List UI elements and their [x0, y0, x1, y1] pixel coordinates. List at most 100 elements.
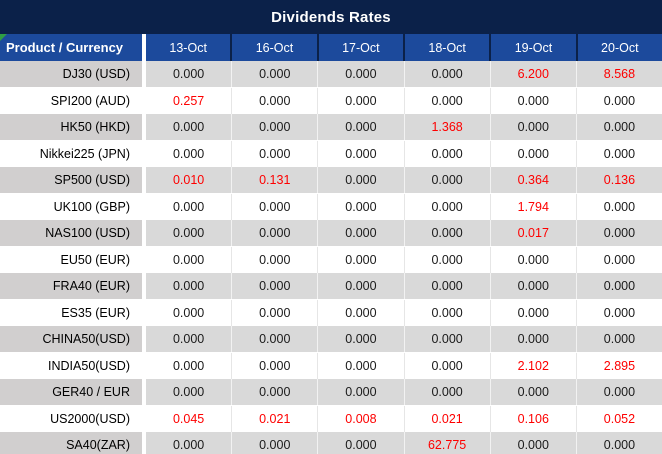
- value-cell[interactable]: 0.000: [403, 326, 490, 352]
- value-cell[interactable]: 0.000: [575, 432, 662, 454]
- product-cell[interactable]: CHINA50(USD): [0, 326, 146, 352]
- value-cell[interactable]: 0.000: [403, 141, 490, 167]
- value-cell[interactable]: 0.000: [317, 141, 403, 167]
- product-cell[interactable]: SA40(ZAR): [0, 432, 146, 454]
- value-cell[interactable]: 0.000: [489, 432, 576, 454]
- value-cell[interactable]: 0.000: [489, 379, 576, 405]
- value-cell[interactable]: 0.000: [489, 326, 576, 352]
- value-cell[interactable]: 0.000: [575, 88, 662, 114]
- value-cell[interactable]: 0.000: [489, 141, 576, 167]
- value-cell[interactable]: 2.895: [575, 353, 662, 379]
- value-cell[interactable]: 0.000: [575, 220, 662, 246]
- value-cell[interactable]: 0.000: [231, 300, 317, 326]
- value-cell[interactable]: 0.000: [146, 220, 232, 246]
- value-cell[interactable]: 0.000: [231, 247, 317, 273]
- value-cell[interactable]: 0.000: [575, 326, 662, 352]
- date-header-20-oct[interactable]: 20-Oct: [575, 34, 662, 61]
- product-cell[interactable]: EU50 (EUR): [0, 247, 146, 273]
- product-cell[interactable]: Nikkei225 (JPN): [0, 141, 146, 167]
- value-cell[interactable]: 0.000: [231, 326, 318, 352]
- value-cell[interactable]: 0.000: [403, 88, 490, 114]
- value-cell[interactable]: 0.000: [146, 273, 232, 299]
- product-cell[interactable]: INDIA50(USD): [0, 353, 146, 379]
- date-header-18-oct[interactable]: 18-Oct: [402, 34, 490, 61]
- value-cell[interactable]: 0.131: [231, 167, 318, 193]
- value-cell[interactable]: 0.000: [172, 200, 205, 214]
- value-cell[interactable]: 0.000: [317, 220, 404, 246]
- value-cell[interactable]: 0.000: [146, 114, 232, 140]
- value-cell[interactable]: 0.000: [575, 273, 662, 299]
- value-cell[interactable]: 0.000: [231, 379, 318, 405]
- product-cell[interactable]: HK50 (HKD): [0, 114, 146, 140]
- value-cell[interactable]: 0.000: [317, 326, 404, 352]
- value-cell[interactable]: 0.106: [489, 406, 576, 432]
- date-header-16-oct[interactable]: 16-Oct: [230, 34, 317, 61]
- value-cell[interactable]: 0.045: [172, 412, 205, 426]
- product-cell[interactable]: GER40 / EUR: [0, 379, 146, 405]
- value-cell[interactable]: 0.000: [317, 247, 403, 273]
- value-cell[interactable]: 0.000: [403, 61, 490, 87]
- value-cell[interactable]: 0.000: [575, 300, 662, 326]
- product-cell[interactable]: US2000(USD): [0, 406, 146, 432]
- value-cell[interactable]: 0.000: [172, 253, 205, 267]
- product-cell[interactable]: SP500 (USD): [0, 167, 146, 193]
- value-cell[interactable]: 6.200: [489, 61, 576, 87]
- date-header-13-oct[interactable]: 13-Oct: [146, 34, 231, 61]
- value-cell[interactable]: 0.052: [575, 406, 662, 432]
- value-cell[interactable]: 0.364: [489, 167, 576, 193]
- value-cell[interactable]: 0.000: [317, 114, 404, 140]
- value-cell[interactable]: 8.568: [575, 61, 662, 87]
- value-cell[interactable]: 0.000: [317, 61, 404, 87]
- value-cell[interactable]: 0.000: [231, 432, 318, 454]
- value-cell[interactable]: 0.136: [575, 167, 662, 193]
- product-currency-header[interactable]: Product / Currency: [0, 34, 146, 61]
- product-cell[interactable]: ES35 (EUR): [0, 300, 146, 326]
- value-cell[interactable]: 0.000: [489, 300, 576, 326]
- value-cell[interactable]: 0.000: [489, 114, 576, 140]
- value-cell[interactable]: 0.000: [231, 220, 318, 246]
- value-cell[interactable]: 0.000: [231, 194, 317, 220]
- value-cell[interactable]: 0.000: [575, 379, 662, 405]
- value-cell[interactable]: 62.775: [403, 432, 490, 454]
- value-cell[interactable]: 0.000: [146, 379, 232, 405]
- value-cell[interactable]: 0.008: [317, 406, 403, 432]
- value-cell[interactable]: 0.000: [231, 114, 318, 140]
- value-cell[interactable]: 0.000: [403, 353, 490, 379]
- value-cell[interactable]: 0.000: [231, 353, 317, 379]
- value-cell[interactable]: 0.010: [146, 167, 232, 193]
- product-cell[interactable]: FRA40 (EUR): [0, 273, 146, 299]
- value-cell[interactable]: 2.102: [489, 353, 576, 379]
- value-cell[interactable]: 0.000: [403, 273, 490, 299]
- value-cell[interactable]: 0.000: [172, 359, 205, 373]
- value-cell[interactable]: 0.000: [403, 167, 490, 193]
- value-cell[interactable]: 0.000: [489, 273, 576, 299]
- value-cell[interactable]: 1.794: [489, 194, 576, 220]
- value-cell[interactable]: 0.257: [172, 94, 205, 108]
- value-cell[interactable]: 0.000: [575, 247, 662, 273]
- value-cell[interactable]: 0.000: [231, 88, 317, 114]
- value-cell[interactable]: 0.000: [317, 379, 404, 405]
- value-cell[interactable]: 0.000: [403, 300, 490, 326]
- product-cell[interactable]: DJ30 (USD): [0, 61, 146, 87]
- value-cell[interactable]: 0.000: [489, 88, 576, 114]
- value-cell[interactable]: 0.000: [146, 432, 232, 454]
- value-cell[interactable]: 0.000: [172, 306, 205, 320]
- product-cell[interactable]: UK100 (GBP): [0, 194, 146, 220]
- value-cell[interactable]: 0.017: [489, 220, 576, 246]
- value-cell[interactable]: 0.000: [575, 194, 662, 220]
- value-cell[interactable]: 0.000: [317, 273, 404, 299]
- value-cell[interactable]: 1.368: [403, 114, 490, 140]
- value-cell[interactable]: 0.000: [172, 147, 205, 161]
- value-cell[interactable]: 0.000: [489, 247, 576, 273]
- product-cell[interactable]: NAS100 (USD): [0, 220, 146, 246]
- value-cell[interactable]: 0.000: [403, 194, 490, 220]
- value-cell[interactable]: 0.000: [317, 88, 403, 114]
- date-header-17-oct[interactable]: 17-Oct: [316, 34, 403, 61]
- value-cell[interactable]: 0.000: [231, 273, 318, 299]
- value-cell[interactable]: 0.000: [317, 432, 404, 454]
- value-cell[interactable]: 0.000: [231, 141, 317, 167]
- value-cell[interactable]: 0.000: [403, 220, 490, 246]
- value-cell[interactable]: 0.021: [403, 406, 490, 432]
- value-cell[interactable]: 0.000: [575, 141, 662, 167]
- value-cell[interactable]: 0.000: [403, 247, 490, 273]
